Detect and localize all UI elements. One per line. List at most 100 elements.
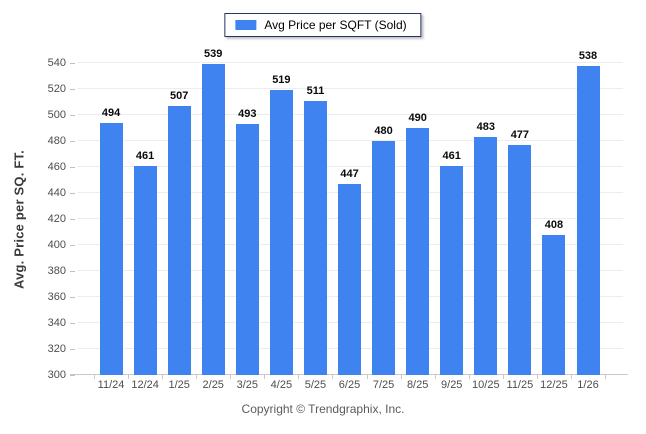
y-tick: 480 — [36, 135, 78, 147]
y-tick-mark — [70, 323, 75, 324]
bar-value-label: 494 — [101, 106, 121, 119]
x-tick-label: 1/26 — [577, 379, 599, 391]
plot-area: 300 320 340 360 380 400 420 440 460 480 500 520 540 4… — [48, 48, 628, 381]
y-tick-label: 400 — [47, 239, 66, 251]
x-tick-mark — [264, 375, 266, 379]
y-tick-label: 300 — [47, 369, 66, 381]
y-tick-mark — [70, 193, 75, 194]
bar-8/25 — [406, 128, 430, 375]
x-tick-label: 7/25 — [372, 379, 395, 391]
x-tick-mark — [230, 375, 232, 379]
x-tick-mark — [468, 375, 470, 379]
y-tick: 380 — [36, 265, 78, 277]
x-tick-mark — [128, 375, 130, 379]
legend-swatch-icon — [235, 20, 257, 30]
y-tick: 460 — [36, 161, 78, 173]
bar-value-label: 519 — [272, 74, 291, 87]
y-tick: 440 — [36, 187, 78, 199]
x-tick-label: 12/24 — [131, 379, 159, 391]
y-tick-label: 340 — [47, 317, 66, 329]
y-tick: 340 — [36, 317, 78, 329]
x-tick-mark — [570, 375, 572, 379]
x-tick-mark — [332, 375, 334, 379]
copyright-text: Copyright © Trendgraphix, Inc. — [241, 402, 405, 416]
x-tick-label: 1/25 — [168, 379, 190, 391]
y-tick-mark — [70, 297, 75, 298]
x-tick-mark — [298, 375, 300, 379]
x-tick-label: 9/25 — [441, 379, 463, 391]
bar-value-label: 507 — [169, 89, 189, 102]
y-tick-label: 320 — [47, 343, 66, 355]
bar-11/25 — [508, 144, 532, 375]
x-tick-label: 8/25 — [406, 379, 429, 391]
bar-value-label: 461 — [442, 149, 461, 162]
x-tick-mark — [502, 375, 504, 379]
y-tick: 360 — [36, 291, 78, 303]
bar-12/25 — [542, 234, 566, 375]
bar-value-label: 511 — [306, 84, 325, 97]
bar-5/25 — [303, 100, 327, 375]
bar-value-label: 461 — [135, 149, 155, 162]
y-tick: 320 — [36, 343, 78, 355]
y-tick: 500 — [36, 109, 78, 121]
x-tick-label: 12/25 — [540, 379, 568, 391]
bar-value-label: 447 — [340, 167, 359, 180]
y-tick-label: 420 — [47, 213, 66, 225]
y-tick-mark — [70, 89, 75, 90]
bar-value-label: 493 — [238, 108, 257, 121]
x-tick-label: 2/25 — [202, 379, 224, 391]
x-tick-mark — [434, 375, 436, 379]
gridline — [78, 114, 623, 115]
y-tick-label: 520 — [47, 83, 66, 95]
x-tick-mark — [400, 375, 402, 379]
bar-value-label: 490 — [408, 112, 427, 124]
x-tick-mark — [366, 375, 368, 379]
bar-1/26 — [576, 65, 600, 375]
y-tick: 520 — [36, 83, 78, 95]
bar-value-label: 483 — [476, 121, 495, 134]
x-tick-label: 4/25 — [270, 379, 293, 391]
x-tick-label: 11/25 — [506, 379, 534, 391]
y-tick-mark — [70, 141, 75, 142]
x-tick-label: 11/24 — [97, 379, 125, 391]
bar-4/25 — [269, 90, 293, 375]
x-tick-mark — [162, 375, 164, 379]
y-tick-label: 440 — [47, 187, 66, 199]
bar-value-label: 538 — [578, 49, 598, 62]
y-tick: 400 — [36, 239, 78, 251]
y-tick-mark — [70, 167, 75, 168]
y-tick-mark — [70, 245, 75, 246]
y-tick-mark — [70, 219, 75, 220]
y-tick-mark — [70, 375, 75, 376]
y-tick-label: 360 — [47, 291, 66, 303]
y-tick-label: 480 — [47, 135, 66, 147]
x-tick-mark — [605, 375, 607, 379]
y-tick-label: 460 — [47, 161, 66, 173]
bar-value-label: 539 — [204, 48, 223, 61]
x-tick-mark — [536, 375, 538, 379]
x-tick-label: 10/25 — [472, 379, 500, 391]
y-tick-label: 540 — [47, 57, 66, 69]
legend-label: Avg Price per SQFT (Sold) — [264, 18, 407, 32]
x-tick-label: 5/25 — [304, 379, 327, 391]
y-tick-label: 380 — [47, 265, 66, 277]
bar-2/25 — [201, 64, 225, 375]
bar-3/25 — [235, 124, 259, 375]
gridline — [78, 88, 623, 89]
bar-value-label: 408 — [544, 218, 564, 231]
bar-6/25 — [338, 183, 362, 375]
bar-1/25 — [167, 105, 191, 375]
y-tick: 540 — [36, 57, 78, 69]
bar-9/25 — [440, 165, 464, 375]
y-tick-mark — [70, 271, 75, 272]
y-tick: 420 — [36, 213, 78, 225]
y-tick-label: 500 — [47, 109, 66, 121]
chart-legend: Avg Price per SQFT (Sold) — [224, 13, 422, 37]
gridline — [78, 166, 623, 167]
x-tick-label: 3/25 — [236, 379, 259, 391]
x-tick-mark — [196, 375, 198, 379]
y-tick: 300 — [36, 369, 78, 381]
y-axis-title: Avg. Price per SQ. FT. — [11, 150, 27, 290]
bar-12/24 — [133, 165, 157, 375]
